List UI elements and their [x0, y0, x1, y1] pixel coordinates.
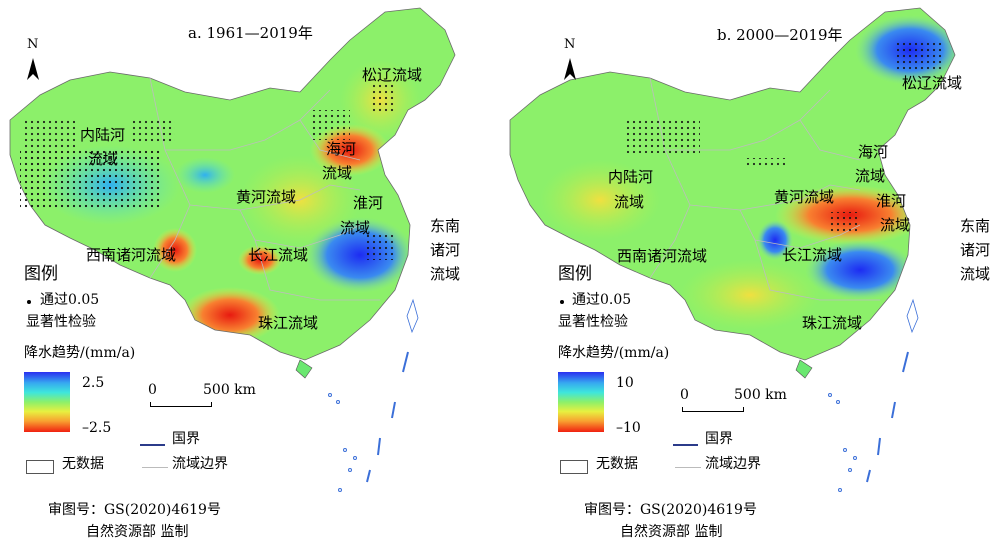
basin-label-haihe: 海河 [326, 140, 357, 158]
scale-distance: 500 km [734, 387, 787, 403]
colorbar-min-label: –2.5 [82, 420, 112, 436]
significance-dots [625, 40, 945, 232]
taiwan-island [906, 298, 919, 334]
colorbar-max-label: 2.5 [82, 375, 105, 391]
basin-label-southwest: 西南诸河流域 [86, 246, 177, 264]
china-precip-trend-map-b [509, 7, 956, 492]
scale-zero: 0 [680, 387, 689, 403]
significance-dot-key [27, 300, 31, 304]
basin-line-label: 流域边界 [705, 456, 761, 472]
significance-label: 显著性检验 [558, 314, 628, 330]
nodata-label: 无数据 [596, 456, 638, 472]
hainan-island [795, 359, 813, 379]
basin-line-key [675, 467, 701, 468]
taiwan-island [406, 298, 419, 334]
basin-label-huaihe: 流域 [880, 216, 911, 234]
national-border [9, 7, 456, 361]
trend-legend-title: 降水趋势/(mm/a) [558, 345, 670, 361]
border-legend-label: 国界 [705, 431, 733, 447]
map-approval-authority: 自然资源部 监制 [86, 524, 189, 540]
trend-colorbar [558, 372, 604, 432]
map-approval-number: 审图号：GS(2020)4619号 [48, 502, 221, 518]
basin-label-southwest: 西南诸河流域 [617, 247, 708, 265]
basin-label-changjiang: 长江流域 [248, 246, 309, 264]
scale-distance: 500 km [203, 382, 256, 398]
scale-zero: 0 [148, 382, 157, 398]
nodata-swatch [560, 460, 588, 474]
south-china-sea-islands [328, 351, 409, 492]
basin-label-haihe: 流域 [855, 167, 886, 185]
colorbar-max-label: 10 [616, 375, 634, 391]
legend-title: 图例 [24, 264, 58, 284]
basin-line-label: 流域边界 [172, 456, 228, 472]
basin-label-songliao: 松辽流域 [362, 66, 423, 84]
basin-label-haihe: 海河 [858, 143, 889, 161]
north-label: N [564, 37, 576, 52]
basin-label-southeast: 东南 [430, 217, 461, 235]
nodata-swatch [26, 460, 54, 474]
china-precip-trend-map-a [9, 7, 456, 492]
north-arrow [564, 58, 576, 80]
legend-title: 图例 [558, 264, 592, 284]
basin-label-huanghe: 黄河流域 [236, 188, 297, 206]
basin-label-haihe: 流域 [322, 164, 353, 182]
scale-bar [682, 407, 744, 412]
basin-label-inland: 流域 [614, 193, 645, 211]
basin-label-southeast: 东南 [960, 217, 991, 235]
basin-label-songliao: 松辽流域 [902, 74, 963, 92]
colorbar-min-label: –10 [616, 420, 641, 436]
basin-label-inland: 内陆河 [608, 168, 654, 186]
north-label: N [27, 37, 39, 52]
map-panel-a: a. 1961—2019年 N 内陆河 流域 松辽流域 海河 流域 黄河流域 淮… [9, 7, 461, 540]
border-legend-label: 国界 [172, 431, 200, 447]
basin-line-key [142, 467, 168, 468]
south-china-sea-islands [828, 351, 909, 492]
north-arrow [27, 58, 39, 80]
basin-label-southeast: 流域 [960, 265, 991, 283]
basin-boundaries [149, 77, 380, 301]
nodata-label: 无数据 [62, 456, 104, 472]
national-border [509, 7, 956, 361]
basin-label-inland: 流域 [88, 150, 119, 168]
significance-dots [20, 150, 160, 210]
basin-label-huaihe: 淮河 [353, 194, 384, 212]
significance-label: 显著性检验 [26, 314, 96, 330]
hainan-island [295, 359, 313, 379]
basin-label-inland: 内陆河 [80, 126, 126, 144]
significance-label: 通过0.05 [40, 292, 100, 308]
map-approval-authority: 自然资源部 监制 [620, 524, 723, 540]
trend-colorbar [24, 372, 70, 432]
basin-label-southeast: 诸河 [960, 241, 991, 259]
panel-title: b. 2000—2019年 [717, 26, 843, 44]
map-panel-b: b. 2000—2019年 N 内陆河 流域 松辽流域 海河 流域 黄河流域 淮… [500, 0, 1000, 549]
scale-bar [150, 402, 212, 407]
panel-title: a. 1961—2019年 [188, 24, 313, 42]
basin-label-huaihe: 淮河 [876, 192, 907, 210]
trend-legend-title: 降水趋势/(mm/a) [24, 345, 136, 361]
basin-label-zhujiang: 珠江流域 [802, 314, 863, 332]
map-approval-number: 审图号：GS(2020)4619号 [584, 502, 757, 518]
basin-label-huanghe: 黄河流域 [774, 188, 835, 206]
significance-dot-key [560, 300, 564, 304]
basin-label-zhujiang: 珠江流域 [258, 314, 319, 332]
basin-label-southeast: 流域 [430, 265, 461, 283]
basin-label-huaihe: 流域 [340, 219, 371, 237]
basin-label-changjiang: 长江流域 [782, 246, 843, 264]
significance-label: 通过0.05 [572, 292, 632, 308]
basin-label-southeast: 诸河 [430, 241, 461, 259]
